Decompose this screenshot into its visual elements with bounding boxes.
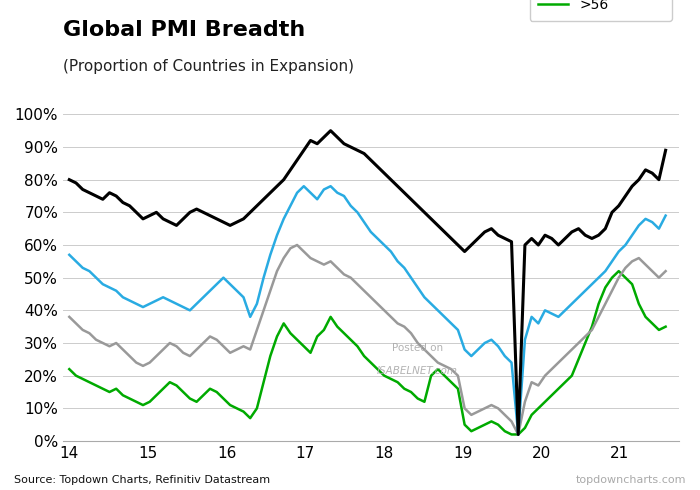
>56 (615, 268, 623, 274)
>54 (514, 432, 522, 438)
50 or Above (514, 432, 522, 438)
>54 (146, 360, 154, 366)
>54 (65, 314, 74, 320)
>52 (300, 183, 308, 189)
Text: Global PMI Breadth: Global PMI Breadth (63, 20, 305, 40)
>56 (648, 320, 657, 326)
50 or Above (246, 209, 254, 215)
>52 (648, 219, 657, 225)
>54 (574, 340, 582, 346)
50 or Above (648, 170, 657, 176)
>54 (246, 346, 254, 352)
>56 (146, 399, 154, 405)
50 or Above (574, 226, 582, 232)
Line: >52: >52 (69, 186, 666, 435)
>52 (65, 252, 74, 258)
Line: >54: >54 (69, 245, 666, 435)
Line: 50 or Above: 50 or Above (69, 131, 666, 435)
>54 (648, 268, 657, 274)
Text: Posted on: Posted on (391, 343, 443, 353)
>56 (568, 373, 576, 379)
>56 (65, 366, 74, 372)
Text: Source: Topdown Charts, Refinitiv Datastream: Source: Topdown Charts, Refinitiv Datast… (14, 475, 270, 485)
>52 (514, 432, 522, 438)
>52 (662, 213, 670, 219)
>56 (508, 432, 516, 438)
>52 (146, 301, 154, 307)
>52 (588, 281, 596, 287)
50 or Above (662, 147, 670, 153)
Legend: 50 or Above, >52, >54, >56: 50 or Above, >52, >54, >56 (530, 0, 672, 21)
>56 (581, 340, 589, 346)
Line: >56: >56 (69, 271, 666, 435)
>54 (588, 327, 596, 333)
>56 (662, 324, 670, 330)
50 or Above (146, 213, 154, 219)
Text: topdowncharts.com: topdowncharts.com (575, 475, 686, 485)
Text: (Proportion of Countries in Expansion): (Proportion of Countries in Expansion) (63, 59, 354, 74)
50 or Above (65, 177, 74, 183)
Text: ISABELNET.com: ISABELNET.com (377, 366, 458, 376)
50 or Above (588, 236, 596, 242)
50 or Above (326, 128, 335, 134)
>54 (487, 402, 496, 408)
>54 (662, 268, 670, 274)
>52 (487, 337, 496, 343)
>56 (480, 422, 489, 428)
>52 (246, 314, 254, 320)
>56 (246, 415, 254, 421)
>52 (574, 294, 582, 300)
>54 (293, 242, 301, 248)
50 or Above (487, 226, 496, 232)
